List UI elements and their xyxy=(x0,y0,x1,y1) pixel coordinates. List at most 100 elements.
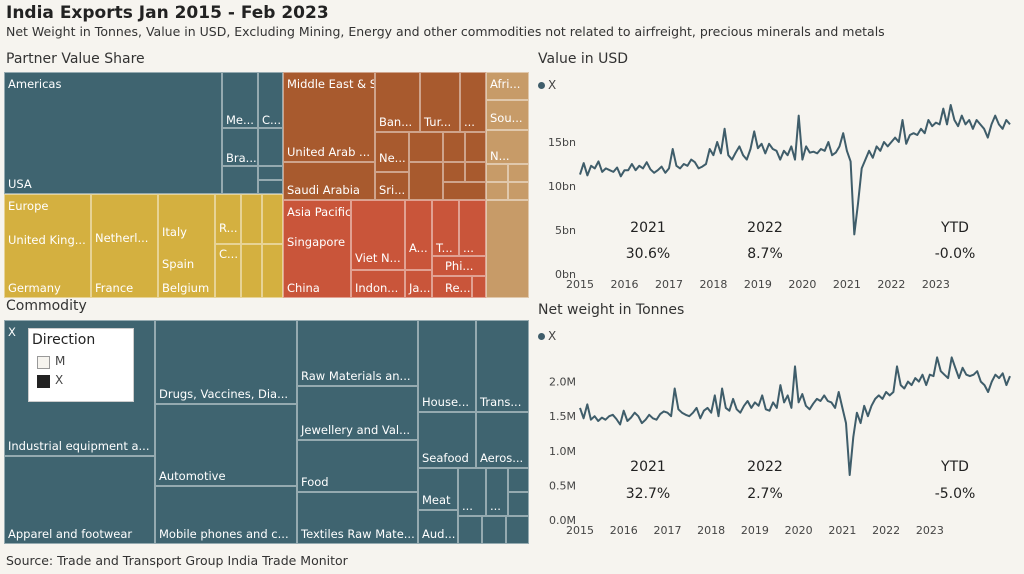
treemap-label: Viet N... xyxy=(355,251,401,265)
treemap-cell[interactable] xyxy=(482,516,506,544)
value-chart-title: Value in USD xyxy=(538,51,629,67)
treemap-cell[interactable] xyxy=(241,244,262,298)
treemap-nigeria[interactable]: N... xyxy=(486,130,529,164)
page-title: India Exports Jan 2015 - Feb 2023 xyxy=(6,3,329,23)
treemap-vietnam[interactable]: Viet N... xyxy=(351,200,405,270)
treemap-singapore[interactable]: Asia Pacific Singapore China xyxy=(283,200,351,298)
legend-label-m[interactable]: M xyxy=(55,354,66,368)
treemap-italy[interactable]: Italy Spain Belgium xyxy=(158,194,215,298)
treemap-cell[interactable] xyxy=(241,194,262,244)
treemap-philippines[interactable]: Phi... xyxy=(432,256,486,276)
treemap-label: ... xyxy=(462,499,473,513)
treemap-cell[interactable] xyxy=(458,516,482,544)
treemap-france[interactable]: Netherl... France xyxy=(91,194,158,298)
treemap-cell[interactable] xyxy=(443,182,486,200)
treemap-jewellery[interactable]: Jewellery and Val... xyxy=(297,386,418,440)
kpi-label: 2022 xyxy=(747,459,783,475)
treemap-cell[interactable] xyxy=(508,468,529,492)
treemap-usa[interactable]: Americas USA xyxy=(4,72,222,194)
treemap-cell[interactable]: ... xyxy=(460,72,486,132)
treemap-aerospace[interactable]: Aeros... xyxy=(476,412,529,468)
treemap-cell[interactable] xyxy=(443,162,465,182)
treemap-africa[interactable]: Afri... xyxy=(486,72,529,100)
kpi-label: 2021 xyxy=(630,459,666,475)
treemap-taiwan[interactable]: T... xyxy=(432,200,459,256)
treemap-cell[interactable] xyxy=(508,164,529,182)
treemap-raw-materials[interactable]: Raw Materials an... xyxy=(297,320,418,386)
treemap-cell[interactable] xyxy=(443,132,465,162)
treemap-apparel[interactable]: Apparel and footwear xyxy=(4,456,155,544)
treemap-label: R... xyxy=(219,221,238,235)
treemap-label: Bra... xyxy=(226,151,257,165)
treemap-drugs[interactable]: Drugs, Vaccines, Dia... xyxy=(155,320,297,404)
treemap-cell[interactable] xyxy=(222,166,258,194)
treemap-label: Sri... xyxy=(379,183,406,197)
treemap-srilanka[interactable]: Sri... xyxy=(375,172,409,200)
treemap-cell[interactable]: ... xyxy=(458,468,486,516)
treemap-cell[interactable] xyxy=(258,128,283,166)
treemap-uae[interactable]: Middle East & South Asia United Arab ... xyxy=(283,72,375,162)
treemap-cell[interactable] xyxy=(465,132,486,162)
legend-swatch-x[interactable] xyxy=(37,375,50,388)
treemap-cell[interactable] xyxy=(472,276,486,298)
kpi-value: 8.7% xyxy=(747,246,783,262)
treemap-cell[interactable] xyxy=(409,162,443,200)
treemap-textiles[interactable]: Textiles Raw Mate... xyxy=(297,492,418,544)
legend-label-x[interactable]: X xyxy=(55,373,64,387)
treemap-cell[interactable] xyxy=(258,166,283,180)
treemap-seafood[interactable]: Seafood xyxy=(418,412,476,468)
treemap-nepal[interactable]: Ne... xyxy=(375,132,409,172)
treemap-cell[interactable] xyxy=(262,194,283,244)
treemap-label: Apparel and footwear xyxy=(8,527,133,541)
treemap-russia[interactable]: R... xyxy=(215,194,241,244)
treemap-turkey[interactable]: Tur... xyxy=(420,72,460,132)
x-tick-label: 2018 xyxy=(697,524,725,537)
treemap-germany[interactable]: Europe United King... Germany xyxy=(4,194,91,298)
treemap-label: United Arab ... xyxy=(287,145,371,159)
treemap-cell[interactable] xyxy=(486,182,508,200)
x-tick-label: 2021 xyxy=(833,278,861,291)
treemap-cell[interactable] xyxy=(508,182,529,200)
treemap-audio[interactable]: Aud... xyxy=(418,510,458,544)
series-line-x xyxy=(579,104,1011,236)
treemap-mobile[interactable]: Mobile phones and c... xyxy=(155,486,297,544)
treemap-label: Jewellery and Val... xyxy=(301,423,411,437)
treemap-south-africa[interactable]: Sou... xyxy=(486,100,529,130)
treemap-cell[interactable] xyxy=(486,164,508,182)
treemap-cell[interactable] xyxy=(506,516,529,544)
treemap-food[interactable]: Food xyxy=(297,440,418,492)
treemap-cell[interactable] xyxy=(508,492,529,516)
treemap-cell[interactable] xyxy=(409,132,443,162)
treemap-label: Phi... xyxy=(445,259,474,273)
treemap-cell[interactable] xyxy=(465,162,486,182)
treemap-cell[interactable] xyxy=(262,244,283,298)
kpi-value: -0.0% xyxy=(935,246,976,262)
treemap-australia[interactable]: A... xyxy=(405,200,432,270)
treemap-canada[interactable]: C... xyxy=(258,72,283,128)
partner-section-title: Partner Value Share xyxy=(6,51,145,67)
x-tick-label: 2015 xyxy=(566,524,594,537)
treemap-cell[interactable] xyxy=(258,180,283,194)
legend-swatch-m[interactable] xyxy=(37,356,50,369)
treemap-label: House... xyxy=(422,395,470,409)
treemap-automotive[interactable]: Automotive xyxy=(155,404,297,486)
kpi-label: YTD xyxy=(940,220,969,236)
treemap-cell[interactable]: C... xyxy=(215,244,241,298)
treemap-japan[interactable]: Ja... xyxy=(405,270,432,298)
treemap-household[interactable]: House... xyxy=(418,320,476,412)
x-tick-label: 2020 xyxy=(788,278,816,291)
treemap-bangladesh[interactable]: Ban... xyxy=(375,72,420,132)
treemap-cell[interactable]: ... xyxy=(459,200,486,256)
y-tick-label: 5bn xyxy=(555,224,576,237)
treemap-meat[interactable]: Meat xyxy=(418,468,458,510)
treemap-mexico[interactable]: Me... xyxy=(222,72,258,128)
treemap-label: Asia Pacific xyxy=(287,205,351,219)
treemap-brazil[interactable]: Bra... xyxy=(222,128,258,166)
treemap-saudi[interactable]: Saudi Arabia xyxy=(283,162,375,200)
x-tick-label: 2023 xyxy=(916,524,944,537)
treemap-transport[interactable]: Trans... xyxy=(476,320,529,412)
treemap-indonesia[interactable]: Indon... xyxy=(351,270,405,298)
treemap-reunion[interactable]: Re... xyxy=(432,276,472,298)
treemap-cell[interactable]: ... xyxy=(486,468,508,516)
treemap-cell[interactable] xyxy=(486,200,529,298)
